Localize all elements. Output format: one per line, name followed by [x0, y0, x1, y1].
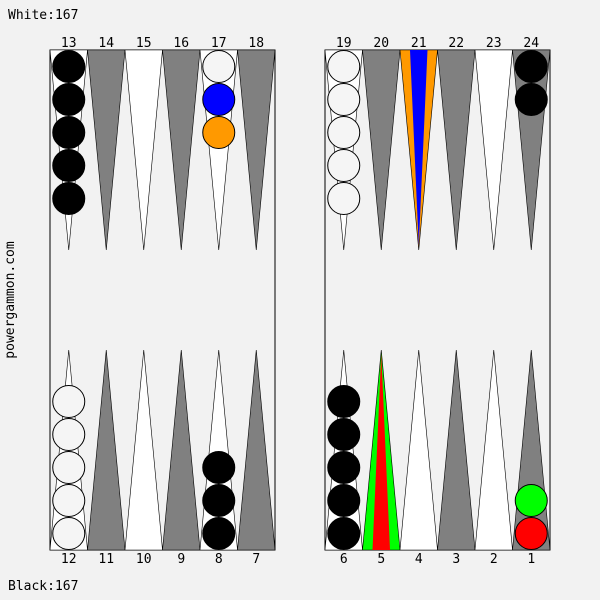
point-label-16: 16 [173, 36, 189, 51]
point-label-17: 17 [211, 36, 227, 51]
board-half-right [324, 49, 551, 551]
black-checker-point-24[interactable] [514, 50, 548, 83]
point-label-4: 4 [415, 552, 423, 567]
white-checker-point-19[interactable] [327, 50, 361, 83]
white-checker-point-19[interactable] [327, 149, 361, 182]
point-label-24: 24 [523, 36, 539, 51]
point-14[interactable] [87, 49, 126, 251]
point-4[interactable] [399, 349, 438, 551]
white-checker-point-12[interactable] [52, 418, 86, 451]
point-label-3: 3 [452, 552, 460, 567]
point-label-21: 21 [411, 36, 427, 51]
green-checker-point-1[interactable] [514, 484, 548, 517]
point-label-12: 12 [61, 552, 77, 567]
point-label-10: 10 [136, 552, 152, 567]
black-checker-point-13[interactable] [52, 83, 86, 116]
point-label-18: 18 [248, 36, 264, 51]
point-18[interactable] [237, 49, 276, 251]
point-10[interactable] [124, 349, 163, 551]
black-checker-point-13[interactable] [52, 149, 86, 182]
white-checker-point-12[interactable] [52, 484, 86, 517]
white-checker-point-12[interactable] [52, 385, 86, 418]
black-checker-point-13[interactable] [52, 182, 86, 215]
point-label-11: 11 [98, 552, 114, 567]
point-label-14: 14 [98, 36, 114, 51]
point-22[interactable] [437, 49, 476, 251]
point-label-22: 22 [448, 36, 464, 51]
black-checker-point-24[interactable] [514, 83, 548, 116]
white-checker-point-19[interactable] [327, 116, 361, 149]
black-checker-point-6[interactable] [327, 451, 361, 484]
point-label-1: 1 [527, 552, 535, 567]
point-label-19: 19 [336, 36, 352, 51]
black-checker-point-8[interactable] [202, 451, 236, 484]
point-label-15: 15 [136, 36, 152, 51]
point-15[interactable] [124, 49, 163, 251]
blue-checker-point-17[interactable] [202, 83, 236, 116]
point-5-highlight-inner [372, 354, 390, 550]
point-23[interactable] [474, 49, 513, 251]
point-11[interactable] [87, 349, 126, 551]
point-16[interactable] [162, 49, 201, 251]
point-label-13: 13 [61, 36, 77, 51]
point-label-2: 2 [490, 552, 498, 567]
black-score: Black:167 [8, 579, 78, 594]
red-checker-point-1[interactable] [514, 517, 548, 550]
point-3[interactable] [437, 349, 476, 551]
white-checker-point-19[interactable] [327, 182, 361, 215]
black-checker-point-8[interactable] [202, 517, 236, 550]
board-half-left [49, 49, 276, 551]
white-checker-point-12[interactable] [52, 517, 86, 550]
black-checker-point-13[interactable] [52, 50, 86, 83]
point-21-highlight-inner [410, 50, 428, 246]
point-20[interactable] [362, 49, 401, 251]
white-score: White:167 [8, 8, 78, 23]
orange-checker-point-17[interactable] [202, 116, 236, 149]
point-label-9: 9 [177, 552, 185, 567]
point-label-23: 23 [486, 36, 502, 51]
white-checker-point-12[interactable] [52, 451, 86, 484]
white-checker-point-17[interactable] [202, 50, 236, 83]
black-checker-point-6[interactable] [327, 385, 361, 418]
black-checker-point-6[interactable] [327, 418, 361, 451]
point-label-6: 6 [340, 552, 348, 567]
point-2[interactable] [474, 349, 513, 551]
black-checker-point-6[interactable] [327, 517, 361, 550]
point-label-5: 5 [377, 552, 385, 567]
site-label: powergammon.com [3, 241, 18, 359]
black-checker-point-13[interactable] [52, 116, 86, 149]
point-label-7: 7 [252, 552, 260, 567]
point-7[interactable] [237, 349, 276, 551]
white-checker-point-19[interactable] [327, 83, 361, 116]
black-checker-point-6[interactable] [327, 484, 361, 517]
point-label-20: 20 [373, 36, 389, 51]
point-label-8: 8 [215, 552, 223, 567]
point-9[interactable] [162, 349, 201, 551]
black-checker-point-8[interactable] [202, 484, 236, 517]
